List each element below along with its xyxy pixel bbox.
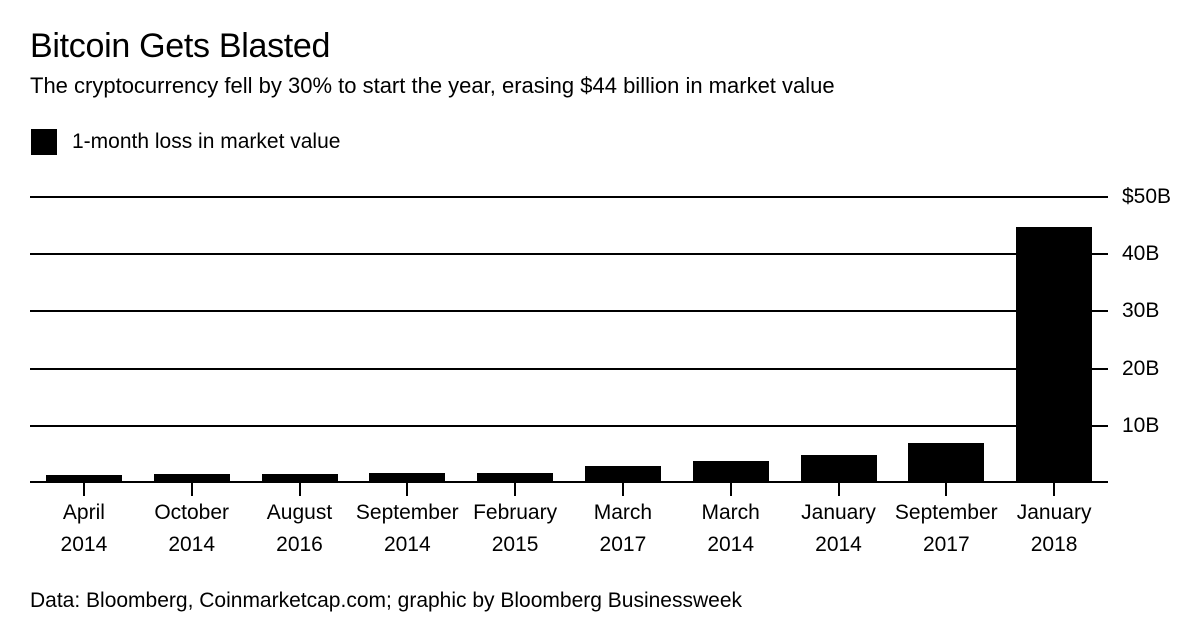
legend-swatch-icon bbox=[31, 128, 57, 155]
x-axis-label: April 2014 bbox=[4, 499, 164, 558]
x-axis-tick bbox=[1053, 483, 1056, 496]
x-axis-label-year: 2014 bbox=[707, 533, 755, 556]
gridline bbox=[30, 367, 1108, 370]
gridline bbox=[30, 253, 1108, 256]
x-axis-label: August 2016 bbox=[220, 499, 380, 558]
x-axis-label-month: April bbox=[62, 501, 105, 524]
x-axis-label-year: 2014 bbox=[383, 533, 431, 556]
y-axis-label: 30B bbox=[1122, 299, 1160, 323]
x-axis-label-year: 2014 bbox=[815, 533, 862, 556]
x-axis-tick bbox=[729, 483, 732, 496]
bar-october-2014 bbox=[153, 474, 230, 481]
bar-march-2017 bbox=[584, 466, 661, 481]
x-axis-label: March 2017 bbox=[543, 499, 703, 558]
x-axis-label-month: January bbox=[1016, 501, 1092, 524]
source-note: Data: Bloomberg, Coinmarketcap.com; grap… bbox=[30, 589, 743, 612]
x-axis-tick bbox=[621, 483, 624, 496]
gridline bbox=[30, 310, 1108, 313]
y-axis-label: 20B bbox=[1122, 356, 1160, 380]
x-axis-label: September 2014 bbox=[327, 499, 487, 558]
chart-title: Bitcoin Gets Blasted bbox=[30, 27, 331, 65]
bar-february-2015 bbox=[477, 473, 554, 481]
bar-april-2014 bbox=[45, 474, 122, 481]
bar-august-2016 bbox=[261, 474, 338, 481]
bar-january-2014 bbox=[800, 454, 877, 481]
chart-subtitle: The cryptocurrency fell by 30% to start … bbox=[30, 73, 835, 98]
x-axis-tick bbox=[945, 483, 948, 496]
x-axis-tick bbox=[190, 483, 193, 496]
x-axis-label-year: 2016 bbox=[276, 533, 323, 556]
bar-march-2014 bbox=[692, 460, 769, 481]
y-axis-label: $50B bbox=[1122, 185, 1172, 208]
x-axis-label-month: September bbox=[894, 501, 998, 524]
x-axis-tick bbox=[837, 483, 840, 496]
legend-label: 1-month loss in market value bbox=[72, 130, 341, 153]
x-axis-label-month: March bbox=[701, 501, 760, 524]
x-axis-label-year: 2014 bbox=[168, 533, 216, 556]
x-axis-label: January 2014 bbox=[759, 499, 919, 558]
x-axis-label: February 2015 bbox=[435, 499, 595, 558]
x-axis-label: March 2014 bbox=[651, 499, 811, 558]
gridline bbox=[30, 424, 1108, 427]
x-axis-label: January 2018 bbox=[974, 499, 1134, 558]
bar-september-2017 bbox=[908, 442, 985, 481]
x-axis-line bbox=[30, 481, 1108, 483]
bar-september-2014 bbox=[369, 473, 446, 481]
x-axis-label-month: January bbox=[801, 501, 876, 524]
x-axis-label: October 2014 bbox=[112, 499, 272, 558]
x-axis-label-month: August bbox=[266, 501, 333, 524]
bar-chart-plot: $50B 40B 30B 20B 10B April 2014 October 2014 Augu… bbox=[30, 186, 1171, 556]
bar-january-2018 bbox=[1016, 227, 1093, 481]
x-axis-label-month: February bbox=[473, 501, 558, 524]
x-axis-label-year: 2015 bbox=[491, 533, 539, 556]
x-axis-label-month: September bbox=[355, 501, 459, 524]
x-axis-label-month: March bbox=[593, 501, 653, 524]
x-axis-tick bbox=[406, 483, 409, 496]
x-axis-tick bbox=[298, 483, 301, 496]
x-axis-label-year: 2014 bbox=[60, 533, 108, 556]
x-axis-tick bbox=[82, 483, 85, 496]
x-axis-label-year: 2017 bbox=[599, 533, 647, 556]
y-axis-label: 40B bbox=[1122, 242, 1160, 266]
x-axis-tick bbox=[514, 483, 517, 496]
legend: 1-month loss in market value bbox=[31, 128, 340, 155]
gridline bbox=[30, 196, 1108, 198]
x-axis-label-year: 2018 bbox=[1030, 533, 1078, 556]
x-axis-label: September 2017 bbox=[866, 499, 1026, 558]
x-axis-label-month: October bbox=[154, 501, 230, 524]
x-axis-label-year: 2017 bbox=[922, 533, 970, 556]
y-axis-label: 10B bbox=[1122, 413, 1160, 437]
